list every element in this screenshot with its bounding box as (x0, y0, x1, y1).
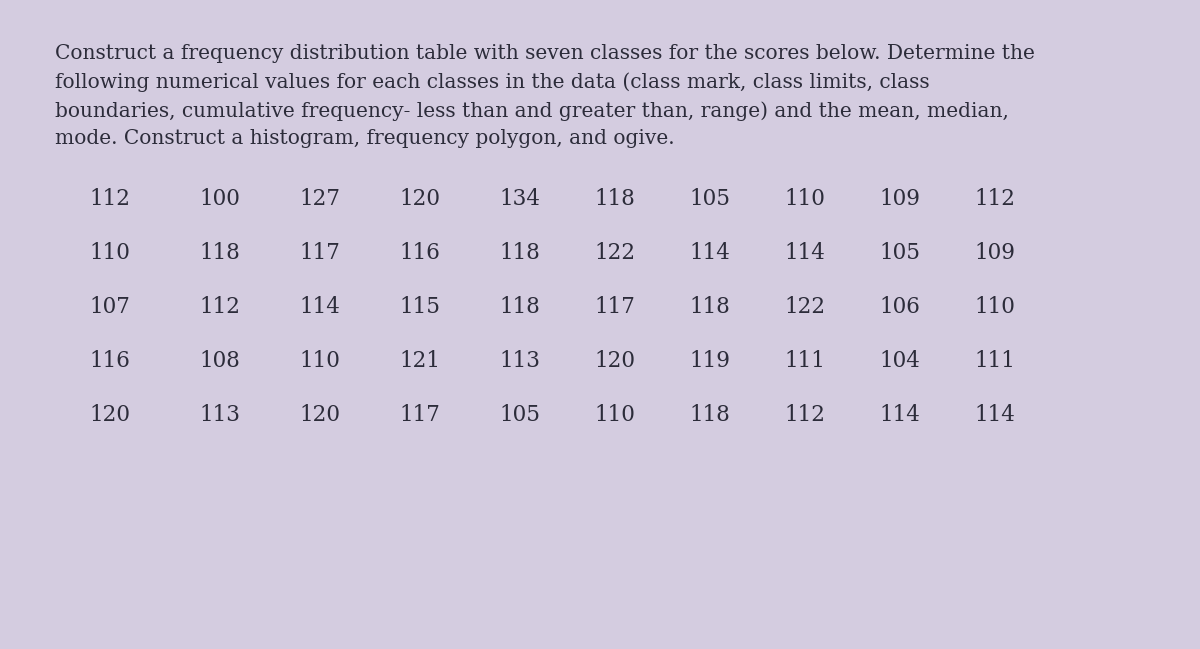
Text: 127: 127 (300, 188, 341, 210)
Text: 115: 115 (400, 296, 440, 318)
Text: 110: 110 (785, 188, 826, 210)
Text: 112: 112 (974, 188, 1015, 210)
Text: 118: 118 (594, 188, 636, 210)
Text: 113: 113 (499, 350, 540, 372)
Text: 110: 110 (594, 404, 636, 426)
Text: 110: 110 (90, 242, 131, 264)
Text: 112: 112 (785, 404, 826, 426)
Text: 116: 116 (90, 350, 131, 372)
Text: 120: 120 (400, 188, 440, 210)
Text: 110: 110 (974, 296, 1015, 318)
Text: 117: 117 (300, 242, 341, 264)
Text: 109: 109 (880, 188, 920, 210)
Text: 117: 117 (594, 296, 636, 318)
Text: 120: 120 (90, 404, 131, 426)
Text: 120: 120 (300, 404, 341, 426)
Text: 122: 122 (594, 242, 636, 264)
Text: boundaries, cumulative frequency- less than and greater than, range) and the mea: boundaries, cumulative frequency- less t… (55, 101, 1009, 121)
Text: 106: 106 (880, 296, 920, 318)
Text: 134: 134 (499, 188, 540, 210)
Text: 111: 111 (785, 350, 826, 372)
Text: following numerical values for each classes in the data (class mark, class limit: following numerical values for each clas… (55, 73, 930, 92)
Text: 118: 118 (499, 242, 540, 264)
Text: 114: 114 (785, 242, 826, 264)
Text: 110: 110 (300, 350, 341, 372)
Text: 114: 114 (690, 242, 731, 264)
Text: 118: 118 (690, 296, 731, 318)
Text: 105: 105 (690, 188, 731, 210)
Text: 105: 105 (499, 404, 540, 426)
Text: 109: 109 (974, 242, 1015, 264)
Text: 114: 114 (974, 404, 1015, 426)
Text: 105: 105 (880, 242, 920, 264)
Text: 120: 120 (594, 350, 636, 372)
Text: 112: 112 (90, 188, 131, 210)
Text: 118: 118 (199, 242, 240, 264)
Text: 121: 121 (400, 350, 440, 372)
Text: 104: 104 (880, 350, 920, 372)
Text: 122: 122 (785, 296, 826, 318)
Text: Construct a frequency distribution table with seven classes for the scores below: Construct a frequency distribution table… (55, 44, 1034, 63)
Text: 111: 111 (974, 350, 1015, 372)
Text: 117: 117 (400, 404, 440, 426)
Text: 100: 100 (199, 188, 240, 210)
Text: 114: 114 (880, 404, 920, 426)
Text: 113: 113 (199, 404, 240, 426)
Text: 118: 118 (499, 296, 540, 318)
Text: 116: 116 (400, 242, 440, 264)
Text: 108: 108 (199, 350, 240, 372)
Text: 114: 114 (300, 296, 341, 318)
Text: mode. Construct a histogram, frequency polygon, and ogive.: mode. Construct a histogram, frequency p… (55, 130, 674, 149)
Text: 107: 107 (90, 296, 131, 318)
Text: 119: 119 (690, 350, 731, 372)
Text: 112: 112 (199, 296, 240, 318)
Text: 118: 118 (690, 404, 731, 426)
